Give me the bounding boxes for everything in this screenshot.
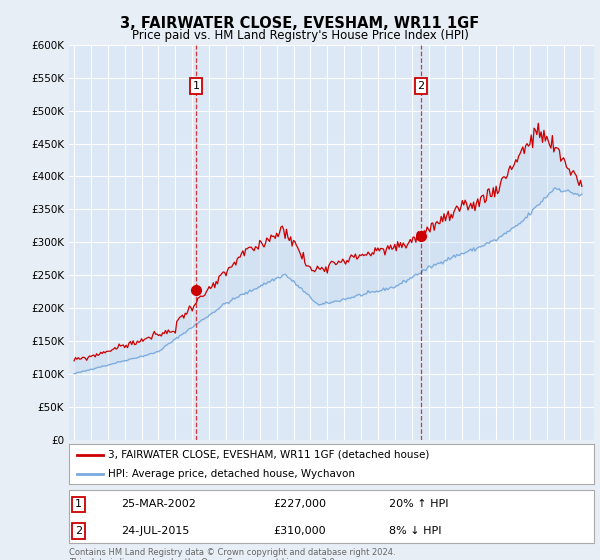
Text: 1: 1 <box>193 81 200 91</box>
Text: 3, FAIRWATER CLOSE, EVESHAM, WR11 1GF: 3, FAIRWATER CLOSE, EVESHAM, WR11 1GF <box>121 16 479 31</box>
Text: 25-MAR-2002: 25-MAR-2002 <box>121 500 196 510</box>
Text: 1: 1 <box>75 500 82 510</box>
Text: Contains HM Land Registry data © Crown copyright and database right 2024.
This d: Contains HM Land Registry data © Crown c… <box>69 548 395 560</box>
Text: 20% ↑ HPI: 20% ↑ HPI <box>389 500 449 510</box>
Text: £227,000: £227,000 <box>274 500 327 510</box>
Text: 2: 2 <box>418 81 425 91</box>
Text: £310,000: £310,000 <box>274 526 326 536</box>
Text: 24-JUL-2015: 24-JUL-2015 <box>121 526 190 536</box>
FancyBboxPatch shape <box>69 490 594 543</box>
Text: Price paid vs. HM Land Registry's House Price Index (HPI): Price paid vs. HM Land Registry's House … <box>131 29 469 42</box>
Text: 3, FAIRWATER CLOSE, EVESHAM, WR11 1GF (detached house): 3, FAIRWATER CLOSE, EVESHAM, WR11 1GF (d… <box>109 450 430 460</box>
Text: HPI: Average price, detached house, Wychavon: HPI: Average price, detached house, Wych… <box>109 469 355 479</box>
Text: 2: 2 <box>75 526 82 536</box>
Text: 8% ↓ HPI: 8% ↓ HPI <box>389 526 442 536</box>
